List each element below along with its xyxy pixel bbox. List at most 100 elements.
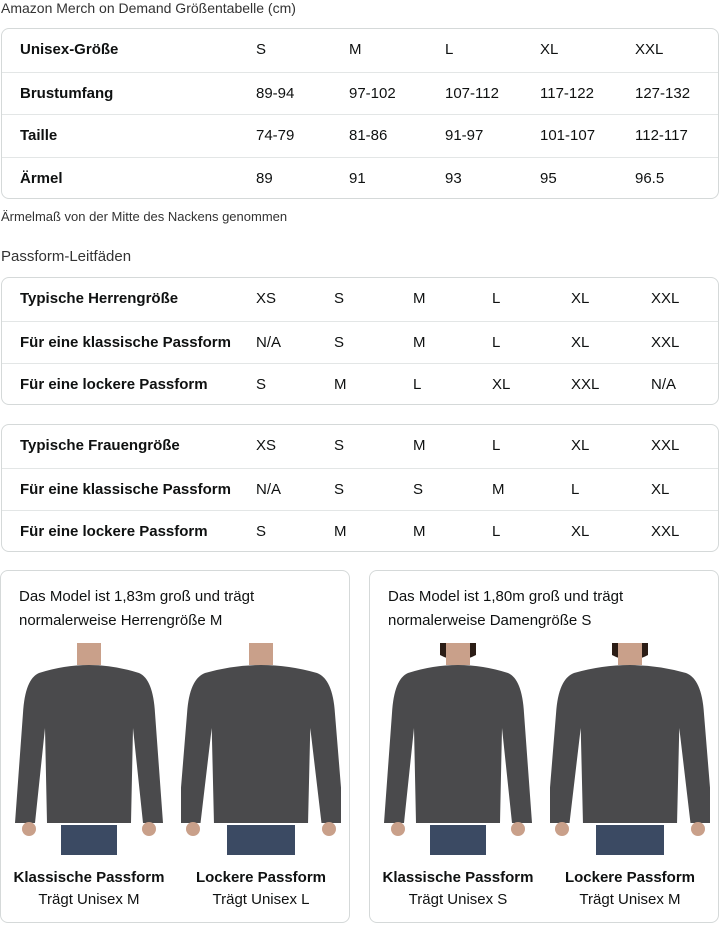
cell: L: [492, 523, 501, 540]
cell: XL: [651, 480, 670, 498]
cell: N/A: [256, 480, 282, 498]
table-row: Für eine klassische Passform N/A S M L XL XXL: [2, 320, 718, 364]
model-figure: Lockere Passform Trägt Unisex M: [545, 643, 715, 913]
cell: M: [413, 290, 426, 307]
wears-label: Trägt Unisex M: [579, 891, 681, 908]
men-fit-table: Typische Herrengröße XS S M L XL XXL Für eine k…: [1, 277, 719, 405]
cell: XXL: [651, 333, 680, 351]
cell: 89: [256, 169, 273, 187]
cell: 97-102: [349, 84, 396, 102]
model-description: Das Model ist 1,80m groß und trägt norma…: [388, 588, 624, 629]
row-label: Typische Herrengröße: [20, 290, 179, 307]
table-row: Typische Frauengröße XS S M L XL XXL: [2, 425, 718, 468]
women-fit-table: Typische Frauengröße XS S M L XL XXL Für eine k…: [1, 424, 719, 552]
cell: 112-117: [635, 127, 688, 144]
cell: XXL: [651, 290, 680, 307]
model-photo: [384, 643, 532, 855]
cell: XXL: [571, 376, 600, 393]
wears-label: Trägt Unisex M: [38, 891, 140, 908]
table-row: Ärmel 89 91 93 95 96.5: [2, 156, 718, 199]
cell: 89-94: [256, 84, 295, 102]
cell: L: [492, 437, 501, 454]
row-label: Unisex-Größe: [20, 41, 119, 58]
fit-guide-title: Passform-Leitfäden: [1, 248, 132, 265]
cell: XL: [571, 333, 590, 351]
table-row: Für eine lockere Passform S M M L XL XXL: [2, 510, 718, 551]
cell: 81-86: [349, 127, 388, 144]
cell: XL: [571, 290, 590, 307]
table-row: Taille 74-79 81-86 91-97 101-107 112-117: [2, 114, 718, 157]
cell: S: [334, 290, 345, 307]
row-label: Typische Frauengröße: [20, 437, 180, 454]
cell: XS: [256, 290, 277, 307]
cell: XXL: [651, 523, 680, 540]
cell: S: [256, 41, 267, 58]
cell: L: [445, 41, 454, 58]
cell: L: [413, 376, 422, 393]
table-row: Typische Herrengröße XS S M L XL XXL: [2, 278, 718, 321]
model-figure: Lockere Passform Trägt Unisex L: [176, 643, 346, 913]
cell: 74-79: [256, 127, 295, 144]
fit-label: Klassische Passform: [13, 869, 165, 886]
fit-label: Lockere Passform: [195, 869, 327, 886]
model-figure: Klassische Passform Trägt Unisex M: [4, 643, 174, 913]
cell: 91: [349, 169, 366, 187]
cell: S: [334, 437, 345, 454]
table-row: Unisex-Größe S M L XL XXL: [2, 29, 718, 72]
cell: M: [413, 523, 426, 540]
cell: XS: [256, 437, 277, 454]
cell: 107-112: [445, 84, 499, 102]
model-card-men: Das Model ist 1,83m groß und trägt norma…: [0, 570, 350, 923]
cell: 127-132: [635, 84, 691, 102]
cell: M: [492, 480, 505, 498]
cell: M: [334, 376, 347, 393]
cell: M: [413, 333, 426, 351]
cell: L: [571, 480, 580, 498]
model-figure: Klassische Passform Trägt Unisex S: [373, 643, 543, 913]
cell: XL: [540, 41, 559, 58]
cell: M: [413, 437, 426, 454]
cell: XL: [571, 437, 590, 454]
row-label: Für eine klassische Passform: [20, 480, 231, 498]
cell: 101-107: [540, 127, 596, 144]
table-row: Für eine klassische Passform N/A S S M L XL: [2, 467, 718, 511]
model-photo: [15, 643, 163, 855]
cell: M: [334, 523, 347, 540]
sleeve-note: Ärmelmaß von der Mitte des Nackens genom…: [1, 209, 288, 224]
cell: M: [349, 41, 362, 58]
cell: XXL: [635, 41, 664, 58]
cell: 96.5: [635, 169, 665, 187]
fit-label: Lockere Passform: [564, 869, 696, 886]
row-label: Ärmel: [20, 169, 63, 187]
size-table: Unisex-Größe S M L XL XXL Brustumfang 89-94 97-1…: [1, 28, 719, 199]
model-description: Das Model ist 1,83m groß und trägt norma…: [19, 588, 255, 629]
cell: 91-97: [445, 127, 484, 144]
table-row: Für eine lockere Passform S M L XL XXL N/A: [2, 363, 718, 404]
cell: S: [256, 376, 267, 393]
model-card-women: Das Model ist 1,80m groß und trägt norma…: [369, 570, 719, 923]
row-label: Taille: [20, 127, 58, 144]
model-photo: [181, 643, 341, 855]
cell: S: [256, 523, 267, 540]
cell: XL: [571, 523, 590, 540]
cell: 95: [540, 169, 557, 187]
wears-label: Trägt Unisex S: [408, 891, 508, 908]
row-label: Brustumfang: [20, 84, 114, 102]
fit-label: Klassische Passform: [382, 869, 534, 886]
wears-label: Trägt Unisex L: [212, 891, 310, 908]
cell: N/A: [256, 333, 282, 351]
cell: XL: [492, 376, 511, 393]
table-row: Brustumfang 89-94 97-102 107-112 117-122 127-…: [2, 71, 718, 115]
cell: L: [492, 333, 501, 351]
row-label: Für eine lockere Passform: [20, 523, 208, 540]
cell: L: [492, 290, 501, 307]
row-label: Für eine klassische Passform: [20, 333, 231, 351]
page-title: Amazon Merch on Demand Größentabelle (cm…: [1, 0, 296, 16]
cell: N/A: [651, 376, 677, 393]
cell: S: [413, 480, 424, 498]
cell: S: [334, 480, 345, 498]
row-label: Für eine lockere Passform: [20, 376, 208, 393]
cell: XXL: [651, 437, 680, 454]
cell: S: [334, 333, 345, 351]
cell: 93: [445, 169, 462, 187]
